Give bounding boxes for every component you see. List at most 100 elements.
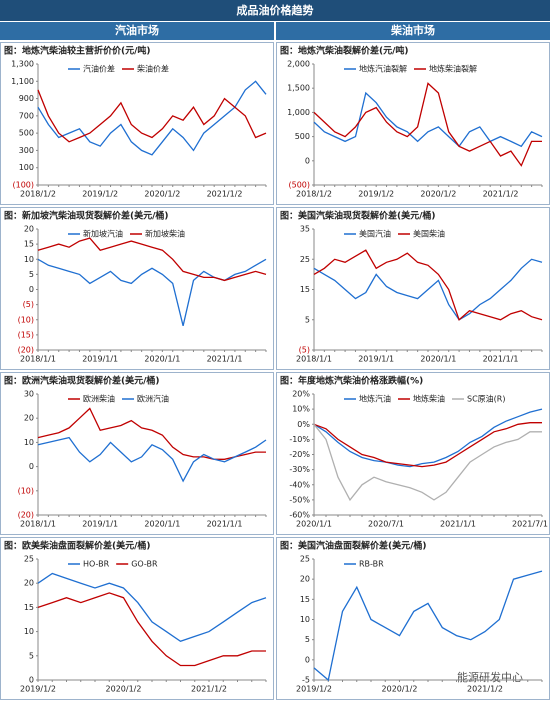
series-line	[37, 592, 266, 667]
legend-label: 地炼汽油	[359, 394, 391, 404]
legend-label: 汽油价差	[83, 64, 115, 74]
y-tick-label: -5	[302, 676, 310, 685]
y-tick-label: 1,000	[287, 108, 310, 117]
legend-label: RB-BR	[359, 560, 384, 569]
y-tick-label: 0	[305, 156, 310, 165]
legend-label: SC原油(R)	[467, 394, 505, 404]
chart-title: 图：地炼汽柴油裂解价差(元/吨)	[280, 45, 409, 57]
legend-label: HO-BR	[83, 560, 110, 569]
y-tick-label: (100)	[12, 181, 34, 190]
legend-label: 地炼汽油裂解	[359, 64, 407, 74]
y-tick-label: 0	[305, 655, 310, 664]
series-line	[313, 249, 543, 321]
legend-label: 地炼柴油裂解	[429, 64, 477, 74]
panel	[276, 42, 550, 205]
y-tick-label: -40%	[289, 480, 310, 489]
legend-label: 新加坡柴油	[145, 229, 185, 239]
x-tick-label: 2020/1/2	[420, 190, 456, 199]
y-tick-label: (15)	[18, 330, 34, 339]
y-tick-label: 15	[300, 285, 310, 294]
legend-label: 地炼柴油	[413, 394, 445, 404]
y-tick-label: 1,500	[287, 84, 310, 93]
y-tick-label: 100	[19, 163, 34, 172]
y-tick-label: (10)	[18, 486, 34, 495]
y-tick-label: (5)	[23, 300, 34, 309]
y-tick-label: -10%	[289, 435, 310, 444]
y-tick-label: 10	[24, 627, 34, 636]
legend-label: 新加坡汽油	[83, 229, 123, 239]
series-line	[37, 572, 267, 643]
x-tick-label: 2018/1/2	[20, 190, 56, 199]
y-tick-label: (5)	[299, 346, 310, 355]
y-tick-label: 25	[24, 555, 34, 564]
series-line	[37, 237, 267, 282]
y-tick-label: 10	[300, 615, 310, 624]
legend-label: GO-BR	[131, 560, 158, 569]
x-tick-label: 2018/1/1	[20, 520, 56, 529]
y-tick-label: -50%	[289, 495, 310, 504]
y-tick-label: -60%	[289, 511, 310, 520]
y-tick-label: 0	[29, 676, 34, 685]
series-line	[37, 258, 267, 326]
panel	[0, 372, 274, 535]
series-line	[313, 570, 543, 682]
y-tick-label: 20%	[292, 390, 310, 399]
series-line	[37, 436, 267, 483]
x-tick-label: 2021/1/2	[191, 685, 227, 694]
x-tick-label: 2019/1/1	[82, 520, 118, 529]
y-tick-label: 0	[29, 285, 34, 294]
section-title: 汽油市场	[115, 23, 159, 37]
x-tick-label: 2019/1/2	[358, 190, 394, 199]
y-tick-label: 25	[300, 255, 310, 264]
chart-title: 图：地炼汽柴油较主营折价价(元/吨)	[4, 45, 151, 57]
y-tick-label: 0	[29, 462, 34, 471]
x-tick-label: 2021/1/2	[483, 190, 519, 199]
chart-title: 图：新加坡汽柴油现货裂解价差(美元/桶)	[4, 210, 169, 222]
legend-label: 柴油价差	[137, 64, 169, 74]
y-tick-label: 5	[305, 315, 310, 324]
x-tick-label: 2021/7/1	[512, 520, 548, 529]
y-tick-label: 20	[24, 579, 34, 588]
series-line	[313, 82, 542, 167]
legend-label: 美国汽油	[359, 229, 391, 239]
x-tick-label: 2020/1/2	[106, 685, 142, 694]
series-line	[313, 258, 543, 321]
y-tick-label: 700	[19, 111, 34, 120]
y-tick-label: 500	[19, 129, 34, 138]
panel	[0, 42, 274, 205]
title-bar	[0, 0, 550, 21]
panel	[0, 537, 274, 700]
y-tick-label: (500)	[288, 181, 310, 190]
x-tick-label: 2019/1/1	[358, 355, 394, 364]
y-tick-label: 2,000	[287, 60, 310, 69]
series-line	[313, 408, 543, 468]
legend-label: 欧洲柴油	[83, 394, 115, 404]
x-tick-label: 2020/1/1	[144, 355, 180, 364]
y-tick-label: 20	[24, 414, 34, 423]
y-tick-label: 1,300	[11, 60, 34, 69]
y-tick-label: 20	[300, 575, 310, 584]
chart-title: 图：欧洲汽柴油现货裂解价差(美元/桶)	[4, 375, 160, 387]
chart-title: 图：美国汽油盘面裂解价差(美元/桶)	[280, 540, 427, 552]
x-tick-label: 2020/1/2	[144, 190, 180, 199]
chart-title: 图：年度地炼汽柴油价格涨跌幅(%)	[280, 375, 423, 387]
y-tick-label: 0%	[297, 420, 310, 429]
y-tick-label: 5	[29, 270, 34, 279]
y-tick-label: 10	[24, 438, 34, 447]
y-tick-label: 10	[24, 255, 34, 264]
y-tick-label: (20)	[18, 346, 34, 355]
y-tick-label: 15	[300, 595, 310, 604]
y-tick-label: -20%	[289, 450, 310, 459]
y-tick-label: 20	[24, 225, 34, 234]
panel	[0, 207, 274, 370]
legend-label: 欧洲汽油	[137, 394, 169, 404]
series-line	[37, 80, 267, 156]
y-tick-label: 10%	[292, 405, 310, 414]
x-tick-label: 2019/1/2	[20, 685, 56, 694]
y-tick-label: 15	[24, 240, 34, 249]
x-tick-label: 2020/7/1	[368, 520, 404, 529]
y-tick-label: 5	[305, 635, 310, 644]
y-tick-label: 300	[19, 146, 34, 155]
y-tick-label: 5	[29, 651, 34, 660]
